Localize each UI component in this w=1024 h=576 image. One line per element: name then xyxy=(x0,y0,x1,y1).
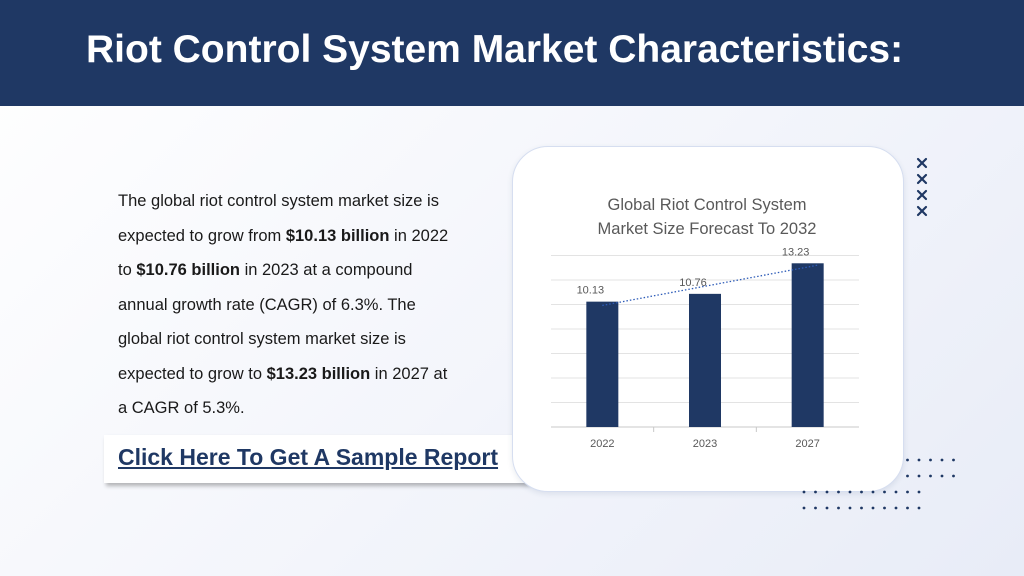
trendline xyxy=(602,264,818,307)
x-tick-label: 2022 xyxy=(590,438,614,450)
dot-grid-icon xyxy=(860,490,863,494)
dot-grid-icon xyxy=(894,506,898,510)
bar-2023 xyxy=(689,293,721,427)
page-title: Riot Control System Market Characteristi… xyxy=(86,28,904,71)
highlight-value: $10.76 billion xyxy=(136,261,240,279)
dot-grid-icon xyxy=(917,458,921,462)
highlight-value: $10.13 billion xyxy=(285,226,390,245)
dot-grid-icon xyxy=(825,506,829,510)
cross-icon xyxy=(916,173,928,185)
cross-icon xyxy=(916,189,928,201)
dot-grid-icon xyxy=(848,490,852,494)
dot-grid-icon xyxy=(802,506,806,510)
dot-grid-icon xyxy=(802,490,806,494)
cross-marks-decoration xyxy=(916,157,928,217)
dot-grid-icon xyxy=(906,506,909,510)
cross-icon xyxy=(916,205,928,217)
highlight-value: $13.23 billion xyxy=(266,364,371,383)
dot-grid-icon xyxy=(940,458,944,462)
dot-grid-icon xyxy=(883,506,886,510)
dot-grid-icon xyxy=(906,490,909,494)
paragraph-text: in 2023 at a compound annual growth rate… xyxy=(118,261,416,383)
paragraph-text: in 2022 to xyxy=(118,226,449,280)
dot-grid-icon xyxy=(814,506,817,510)
dot-grid-icon xyxy=(848,506,852,510)
dot-grid-icon xyxy=(837,490,840,494)
dot-grid-icon xyxy=(929,458,932,462)
chart-title-line-2: Market Size Forecast To 2032 xyxy=(598,220,817,238)
bar-2022 xyxy=(586,301,619,427)
cross-icon xyxy=(916,157,928,169)
sample-report-link[interactable]: Click Here To Get A Sample Report xyxy=(118,444,499,470)
data-label: 10.76 xyxy=(679,277,707,289)
x-tick-label: 2027 xyxy=(795,438,819,450)
dot-grid-icon xyxy=(917,474,921,478)
paragraph-text: in 2027 at a CAGR of 5.3%. xyxy=(118,364,448,418)
dot-grid-icon xyxy=(917,506,921,510)
data-label: 13.23 xyxy=(782,246,810,258)
dot-grid-icon xyxy=(825,490,829,494)
market-size-chart: Global Riot Control System Market Size F… xyxy=(551,196,859,450)
bar-2027 xyxy=(791,263,824,427)
header-bar: Riot Control System Market Characteristi… xyxy=(0,0,1024,106)
chart-title-line-1: Global Riot Control System xyxy=(608,196,807,214)
dot-grid-icon xyxy=(917,490,921,494)
dot-grid-icon xyxy=(929,474,932,478)
dot-grid-icon xyxy=(940,474,944,478)
dot-grid-decoration xyxy=(802,458,955,510)
dot-grid-icon xyxy=(871,490,875,494)
description-paragraph: The global riot control system market si… xyxy=(118,184,458,426)
dot-grid-icon xyxy=(894,490,898,494)
dot-grid-icon xyxy=(952,458,955,462)
dot-grid-icon xyxy=(860,506,863,510)
dot-grid-icon xyxy=(871,506,875,510)
dot-grid-icon xyxy=(883,490,886,494)
paragraph-text: The global riot control system market si… xyxy=(118,192,439,245)
dot-grid-icon xyxy=(952,474,955,478)
data-label: 10.13 xyxy=(577,285,605,297)
dot-grid-icon xyxy=(814,490,817,494)
x-tick-label: 2023 xyxy=(693,438,717,450)
dot-grid-icon xyxy=(906,474,909,478)
dot-grid-icon xyxy=(906,458,909,462)
sample-report-cta[interactable]: Click Here To Get A Sample Report xyxy=(104,435,528,483)
chart-card: Global Riot Control System Market Size F… xyxy=(512,146,904,492)
dot-grid-icon xyxy=(837,506,840,510)
